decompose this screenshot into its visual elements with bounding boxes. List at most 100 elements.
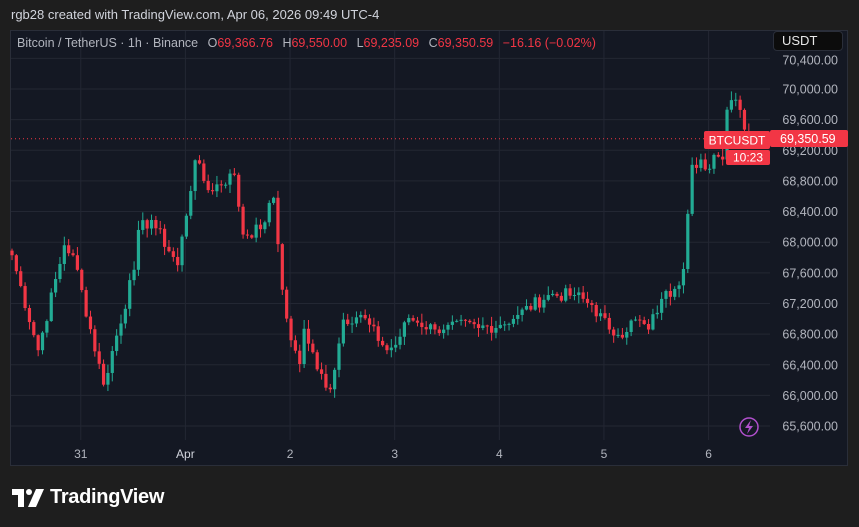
candle-body [673, 288, 677, 297]
candle [141, 212, 145, 235]
candle-body [123, 308, 127, 324]
candle [123, 304, 127, 329]
candle-body [490, 326, 494, 333]
candle [511, 315, 515, 328]
currency-button[interactable]: USDT [773, 31, 843, 51]
candle-body [23, 286, 27, 309]
candle [250, 234, 254, 239]
candle [494, 320, 498, 339]
candle-body [40, 332, 45, 351]
candle-body [206, 180, 210, 191]
candle [420, 313, 424, 335]
candle-body [442, 329, 446, 334]
candle [581, 285, 585, 303]
candle-body [507, 323, 511, 325]
candle-body [651, 314, 655, 330]
candle [97, 342, 101, 370]
candle-body [372, 324, 376, 327]
candle-body [555, 293, 559, 296]
candle [398, 328, 402, 350]
candle-body [350, 323, 354, 325]
candle-body [62, 245, 66, 264]
candle-body [546, 295, 550, 300]
candle [607, 312, 611, 334]
symbol-label-text: BTCUSDT [709, 134, 766, 148]
candle-body [254, 224, 258, 238]
candle-body [101, 363, 106, 385]
candle-body [32, 322, 36, 336]
candle [62, 236, 66, 271]
candle [58, 256, 62, 283]
price-tick-label: 65,600.00 [782, 420, 838, 434]
candle [115, 329, 119, 356]
candle-body [677, 285, 681, 289]
candle [690, 157, 694, 217]
candle-body [494, 327, 498, 333]
candle [293, 335, 297, 354]
candle-body [49, 292, 53, 322]
candle-body [298, 350, 302, 364]
candle-body [446, 324, 450, 330]
candle-body [690, 164, 694, 214]
candle [485, 324, 489, 334]
candle [572, 287, 577, 301]
candle-body [341, 319, 345, 344]
candle-body [71, 253, 75, 256]
candle-body [45, 321, 49, 333]
candle [258, 219, 263, 238]
time-tick-label: 2 [287, 447, 294, 461]
candle-body [106, 372, 110, 385]
open-label: O [207, 36, 218, 50]
price-tick-label: 67,200.00 [782, 297, 838, 311]
lightning-icon[interactable] [739, 417, 759, 437]
candle-body [193, 160, 197, 192]
candle [298, 344, 302, 373]
candle [67, 239, 71, 257]
candle [490, 316, 494, 341]
candle [272, 196, 276, 205]
open-value: 69,366.76 [217, 36, 273, 50]
candle-body [302, 328, 306, 364]
candle [742, 108, 747, 132]
time-tick-label: 3 [391, 447, 398, 461]
candle [568, 284, 572, 300]
candle-body [729, 100, 733, 110]
candle-body [367, 318, 372, 325]
candle [219, 180, 223, 193]
candle-body [599, 313, 603, 317]
candle-body [633, 319, 638, 321]
candle [555, 291, 559, 298]
candle-body [537, 297, 542, 308]
candle-body [333, 369, 337, 390]
candle-body [551, 293, 555, 296]
candle [603, 305, 607, 320]
tradingview-logo: TradingView [12, 486, 164, 509]
candle [263, 220, 267, 234]
candle-body [176, 256, 180, 266]
change-value: −16.16 (−0.02%) [502, 36, 596, 50]
high-value: 69,550.00 [291, 36, 348, 50]
candle-body [210, 190, 215, 192]
symbol-title[interactable]: Bitcoin / TetherUS · 1h · Binance [17, 36, 199, 50]
candle [442, 324, 446, 339]
candle-body [564, 288, 568, 301]
candle-body [93, 329, 97, 352]
candle [45, 319, 49, 338]
candle-body [189, 191, 193, 216]
price-tick-label: 66,800.00 [782, 328, 838, 342]
candle [708, 164, 712, 174]
candle-body [276, 197, 280, 245]
candle-body [280, 244, 284, 290]
candle-body [712, 154, 716, 169]
candle [354, 311, 359, 328]
candle-body [241, 206, 245, 235]
candle-body [27, 308, 32, 323]
candle-body [433, 324, 437, 330]
candle-body [594, 305, 598, 317]
candle-body [293, 340, 297, 351]
candle [363, 309, 367, 321]
candle [455, 319, 459, 323]
candle-body [472, 322, 476, 325]
candle [372, 317, 376, 332]
